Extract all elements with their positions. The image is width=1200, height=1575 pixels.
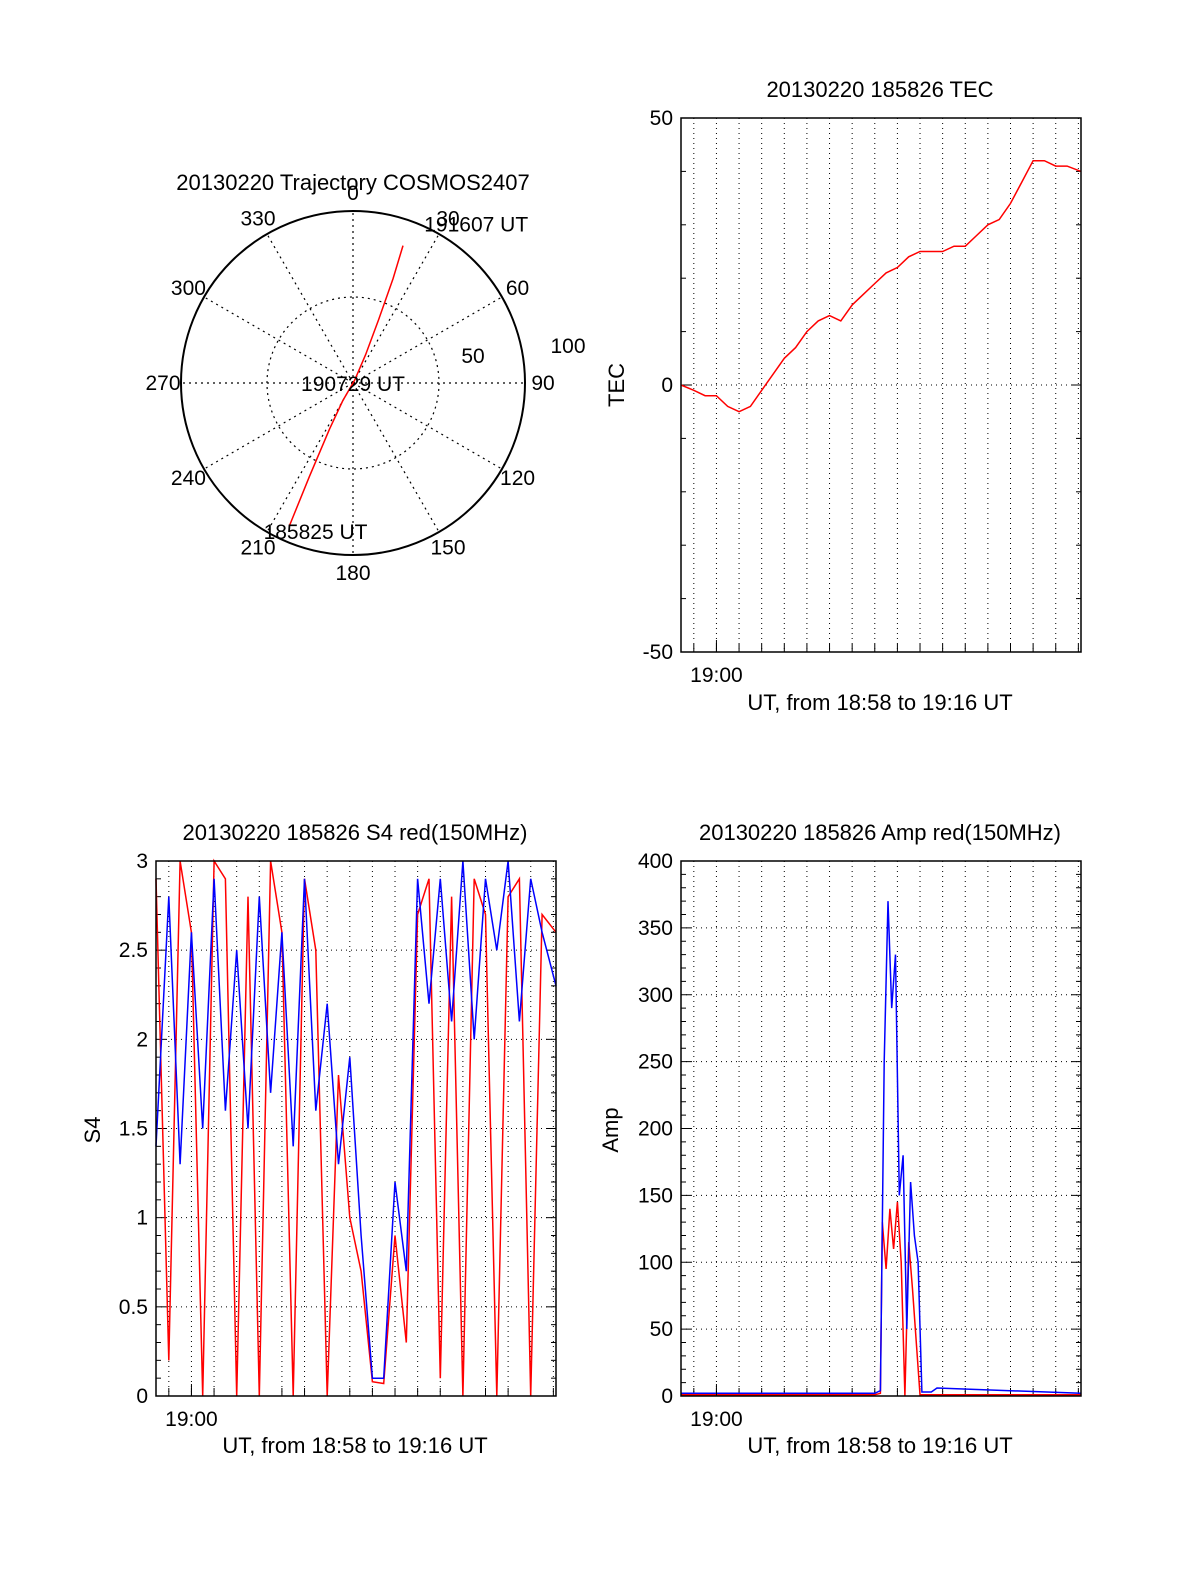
amp-plot-area: 0 50 100 150 200 250 300 350 400 19:00 [638,850,1082,1431]
polar-angle-label: 210 [240,537,275,560]
polar-angle-label: 270 [145,372,180,395]
s4-plot-area: 0 0.5 1 1.5 2 2.5 3 19:00 [119,850,557,1431]
polar-angle-label: 330 [240,207,275,230]
polar-outer-circle [180,210,526,556]
polar-spoke [203,296,354,384]
polar-grid [180,210,526,556]
tec-xlabel: UT, from 18:58 to 19:16 UT [747,690,1012,715]
y-tick-label: 0 [661,1385,673,1408]
y-tick-label: 0.5 [119,1296,148,1319]
polar-radius-label: 100 [550,335,585,358]
y-tick-label: 350 [638,917,673,940]
s4-xlabel: UT, from 18:58 to 19:16 UT [222,1433,487,1458]
polar-spoke [352,296,503,384]
y-tick-label: 50 [650,1318,673,1341]
tec-panel: 20130220 185826 TEC -50 0 50 19:00 UT, from… [604,77,1082,715]
series-line-red [680,159,1082,413]
y-tick-label: 2.5 [119,939,148,962]
trajectory-annotation: 185825 UT [264,521,368,544]
s4-title: 20130220 185826 S4 red(150MHz) [183,820,528,845]
trajectory-annotation: 191607 UT [424,213,528,236]
polar-angle-label: 90 [531,372,554,395]
series-line-blue [681,901,1082,1395]
polar-angle-label: 300 [171,277,206,300]
polar-angle-label: 30 [436,207,459,230]
y-tick-label: 1.5 [119,1118,148,1141]
plot-frame [680,860,1082,1397]
polar-spoke [352,382,503,470]
plot-frame [680,117,1082,653]
polar-spoke [352,382,440,533]
y-tick-label: 200 [638,1118,673,1141]
amp-title: 20130220 185826 Amp red(150MHz) [699,820,1061,845]
y-tick-label: 1 [136,1207,148,1230]
y-tick-label: 0 [661,374,673,397]
polar-angle-label: 150 [430,537,465,560]
tec-plot-area: -50 0 50 19:00 [643,107,1082,687]
tec-title: 20130220 185826 TEC [766,77,993,102]
y-tick-label: 150 [638,1184,673,1207]
polar-spoke [352,233,440,384]
polar-spoke [266,382,354,533]
y-tick-label: 0 [136,1385,148,1408]
trajectory-annotation: 190729 UT [301,373,405,396]
x-tick-label: 19:00 [165,1408,218,1431]
polar-angle-label: 60 [506,277,529,300]
y-tick-label: 400 [638,850,673,873]
amp-ylabel: Amp [598,1107,623,1152]
s4-ylabel: S4 [80,1117,105,1144]
polar-angle-label: 120 [500,467,535,490]
x-tick-label: 19:00 [690,664,743,687]
tec-ylabel: TEC [604,363,629,407]
amp-panel: 20130220 185826 Amp red(150MHz) 0 50 100 15… [598,820,1082,1458]
trajectory-line [288,245,404,527]
polar-angle-label: 240 [171,467,206,490]
trajectory-title: 20130220 Trajectory COSMOS2407 [176,170,529,195]
series-line-red [155,858,557,1397]
polar-angle-label: 0 [347,182,359,205]
y-tick-label: 3 [136,850,148,873]
y-tick-label: 250 [638,1051,673,1074]
polar-spoke [203,382,354,470]
trajectory-panel: 20130220 Trajectory COSMOS2407 0 30 60 90 12… [145,170,585,585]
polar-radius-label: 50 [461,345,484,368]
y-tick-label: 300 [638,984,673,1007]
y-tick-label: 100 [638,1251,673,1274]
y-tick-label: 2 [136,1028,148,1051]
y-tick-label: -50 [643,641,673,664]
x-tick-label: 19:00 [690,1408,743,1431]
polar-labels: 0 30 60 90 120 150 180 210 240 270 300 330 50 100 1916… [145,182,585,585]
series-line-blue [155,860,557,1379]
amp-xlabel: UT, from 18:58 to 19:16 UT [747,1433,1012,1458]
polar-track [288,245,404,527]
y-tick-label: 50 [650,107,673,130]
polar-spoke [266,233,354,384]
plot-frame [155,860,557,1397]
polar-angle-label: 180 [335,562,370,585]
s4-panel: 20130220 185826 S4 red(150MHz) 0 0.5 1 1.5 2… [80,820,557,1458]
